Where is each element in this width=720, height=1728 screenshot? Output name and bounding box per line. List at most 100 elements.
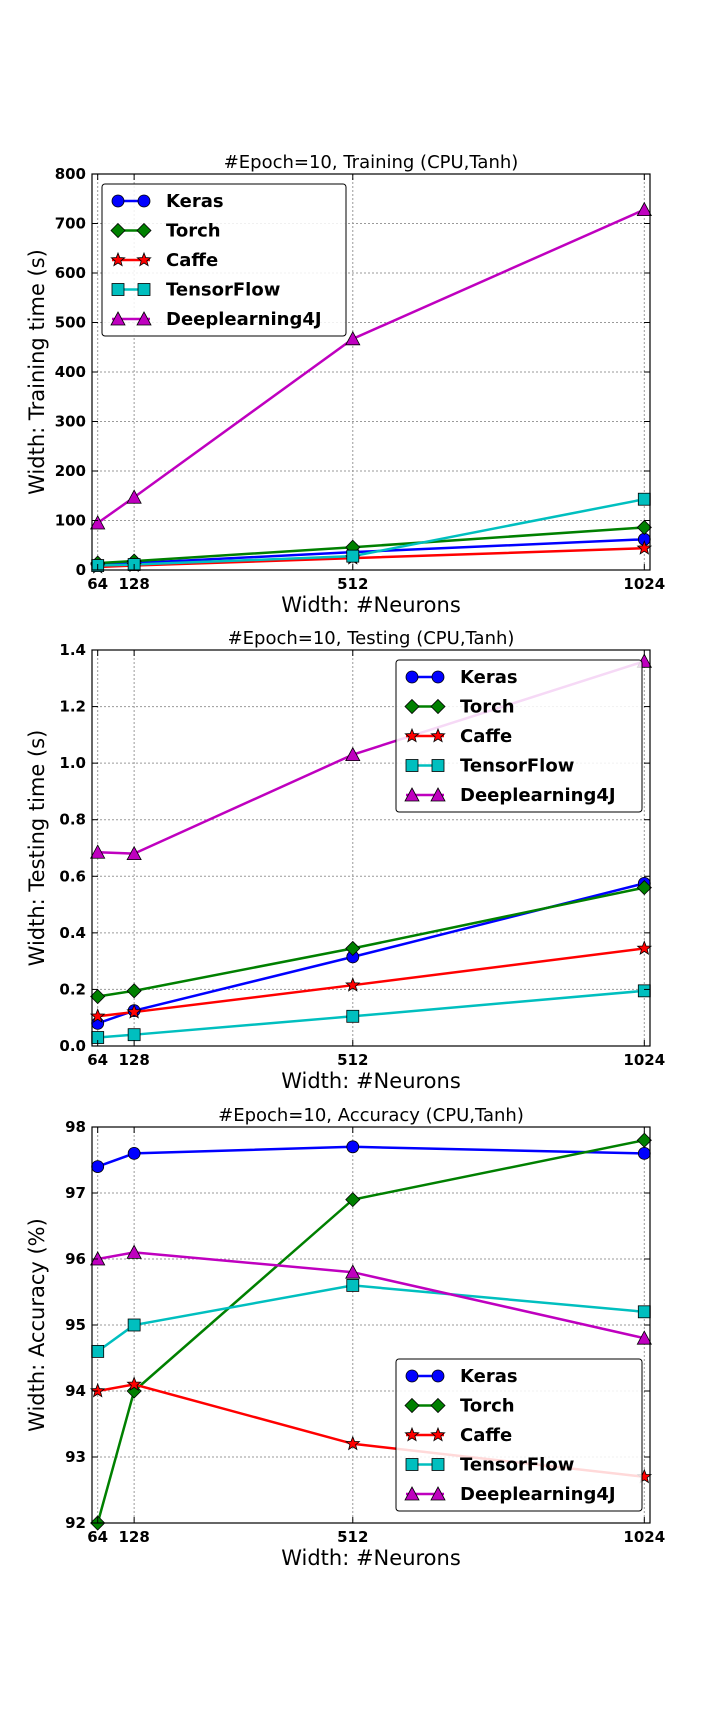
- legend-label-deeplearning4j: Deeplearning4J: [460, 1484, 616, 1505]
- data-point-keras: [127, 1147, 141, 1160]
- data-point-torch: [126, 983, 142, 999]
- y-tick-label: 1.2: [59, 698, 86, 716]
- legend-label-keras: Keras: [166, 191, 224, 212]
- data-point-deeplearning4j: [126, 845, 142, 861]
- x-tick-label: 64: [87, 1051, 108, 1069]
- data-point-tensorflow: [637, 492, 651, 506]
- legend-box: [395, 659, 643, 813]
- legend-label-torch: Torch: [166, 221, 221, 242]
- plot-frame: [91, 649, 651, 1047]
- legend-label-torch: Torch: [460, 697, 515, 718]
- x-tick-label: 1024: [623, 575, 665, 593]
- legend-marker-deeplearning4j: [430, 787, 446, 802]
- x-tick-label: 64: [87, 1528, 108, 1546]
- series-line-torch: [97, 886, 645, 998]
- x-tick-label: 512: [337, 575, 368, 593]
- data-point-tensorflow: [127, 1028, 141, 1042]
- data-point-deeplearning4j: [345, 330, 361, 346]
- legend-marker-torch: [404, 698, 420, 715]
- legend-marker-deeplearning4j: [404, 787, 420, 802]
- series-line-keras: [97, 882, 645, 1025]
- y-tick-label: 400: [55, 363, 86, 381]
- legend-marker-torch: [404, 1397, 420, 1414]
- legend-marker-tensorflow: [431, 759, 445, 772]
- legend-marker-caffe: [404, 1426, 420, 1442]
- legend-box: [395, 1358, 643, 1512]
- y-tick-label: 0: [76, 561, 86, 579]
- legend-marker-deeplearning4j: [110, 311, 126, 326]
- legend-label-tensorflow: TensorFlow: [460, 756, 574, 777]
- legend-marker-torch: [136, 222, 152, 239]
- data-point-tensorflow: [637, 1305, 651, 1319]
- data-point-caffe: [636, 940, 653, 955]
- legend-marker-keras: [405, 670, 419, 684]
- data-point-torch: [90, 988, 106, 1005]
- y-tick-label: 96: [65, 1250, 86, 1268]
- data-point-tensorflow: [346, 549, 360, 563]
- legend-label-caffe: Caffe: [166, 250, 218, 271]
- legend-marker-torch: [110, 222, 126, 239]
- x-tick-label: 128: [118, 575, 149, 593]
- y-tick-label: 1.4: [59, 641, 86, 659]
- x-tick-label: 512: [337, 1528, 368, 1546]
- legend-marker-tensorflow: [137, 283, 151, 296]
- y-axis-label: Width: Training time (s): [25, 249, 49, 495]
- data-point-deeplearning4j: [90, 844, 106, 859]
- legend-marker-keras: [431, 670, 445, 684]
- data-point-tensorflow: [346, 1009, 360, 1023]
- legend-marker-caffe: [430, 1426, 446, 1442]
- y-tick-label: 700: [55, 215, 86, 233]
- y-axis-label: Width: Testing time (s): [25, 730, 49, 967]
- legend-label-caffe: Caffe: [460, 726, 512, 747]
- legend-label-caffe: Caffe: [460, 1425, 512, 1446]
- y-tick-label: 100: [55, 512, 86, 530]
- data-point-keras: [91, 1160, 105, 1173]
- legend-marker-tensorflow: [111, 283, 125, 296]
- data-point-deeplearning4j: [345, 1264, 361, 1279]
- data-point-keras: [346, 1140, 360, 1154]
- legend-marker-caffe: [110, 251, 126, 267]
- legend-marker-caffe: [136, 251, 152, 267]
- data-point-torch: [636, 1132, 652, 1148]
- y-tick-label: 0.8: [59, 811, 86, 829]
- y-tick-label: 0.2: [59, 980, 86, 998]
- y-tick-label: 200: [55, 462, 86, 480]
- legend-marker-torch: [430, 1397, 446, 1414]
- series-line-caffe: [97, 947, 645, 1018]
- legend: Keras Torch Caffe TensorFlow Deeplearning4J: [395, 1358, 643, 1512]
- legend-marker-keras: [405, 1369, 419, 1383]
- y-tick-label: 92: [65, 1514, 86, 1532]
- chart-title: #Epoch=10, Accuracy (CPU,Tanh): [218, 1105, 524, 1126]
- y-tick-label: 0.6: [59, 867, 86, 885]
- data-point-caffe: [345, 977, 361, 992]
- series-line-tensorflow: [97, 497, 645, 567]
- x-tick-label: 128: [118, 1528, 149, 1546]
- legend-marker-caffe: [404, 727, 420, 743]
- legend-marker-keras: [137, 194, 151, 208]
- x-tick-label: 64: [87, 575, 108, 593]
- data-point-deeplearning4j: [345, 746, 361, 762]
- legend-label-tensorflow: TensorFlow: [166, 280, 280, 301]
- y-tick-label: 0.4: [59, 924, 86, 942]
- data-point-caffe: [89, 1382, 106, 1398]
- chart-3: 64 128 512 1024 92 93 94 95 96 97 98 #Epoch=10, Acc…: [25, 1105, 665, 1570]
- chart-1: 64 128 512 1024 0 100 200 300 400 500 600 700 800 #Ep…: [25, 152, 665, 617]
- data-point-deeplearning4j: [90, 515, 106, 530]
- x-tick-label: 1024: [623, 1051, 665, 1069]
- x-tick-label: 512: [337, 1051, 368, 1069]
- legend-marker-deeplearning4j: [136, 311, 152, 326]
- legend-label-keras: Keras: [460, 1366, 518, 1387]
- legend-marker-keras: [431, 1369, 445, 1383]
- legend-marker-deeplearning4j: [404, 1486, 420, 1501]
- data-point-tensorflow: [127, 1318, 141, 1332]
- legend-marker-caffe: [430, 727, 446, 743]
- legend-label-deeplearning4j: Deeplearning4J: [460, 785, 616, 806]
- data-point-torch: [345, 940, 361, 956]
- legend-marker-tensorflow: [405, 1458, 419, 1471]
- series-line-torch: [97, 526, 645, 565]
- data-point-deeplearning4j: [126, 489, 142, 504]
- data-point-torch: [636, 519, 652, 535]
- y-axis-label: Width: Accuracy (%): [25, 1218, 49, 1432]
- data-point-caffe: [89, 1008, 106, 1023]
